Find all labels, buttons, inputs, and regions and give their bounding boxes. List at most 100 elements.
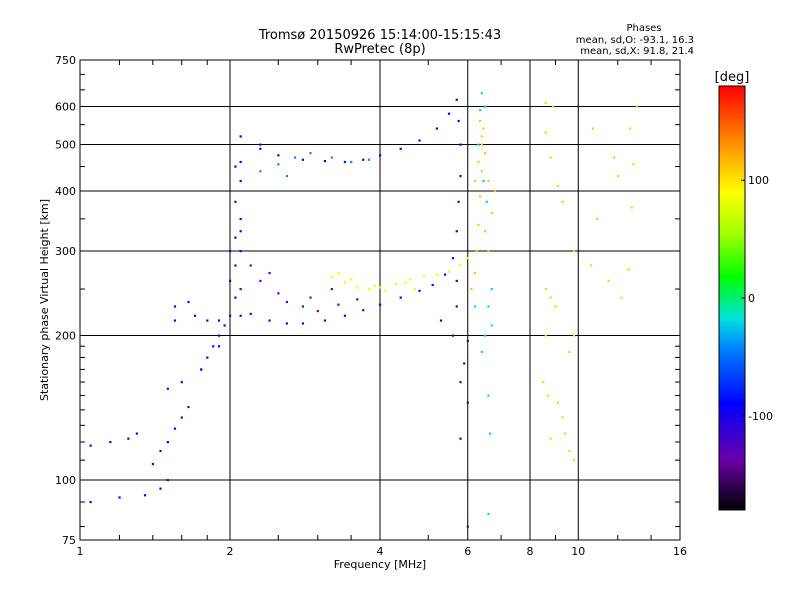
data-point	[293, 156, 297, 159]
data-point	[549, 437, 552, 440]
data-point	[330, 275, 333, 279]
data-point	[239, 179, 242, 183]
data-point	[480, 143, 483, 146]
data-point	[439, 319, 443, 322]
data-point	[607, 279, 610, 283]
x-tick-label: 1	[77, 545, 84, 558]
data-point	[234, 296, 237, 299]
data-point	[259, 143, 262, 146]
data-point	[422, 275, 426, 278]
x-tick-label: 8	[527, 545, 534, 558]
data-point	[350, 278, 353, 281]
data-point	[323, 319, 327, 322]
scatter-points	[89, 92, 638, 528]
data-point	[89, 444, 92, 447]
data-point	[259, 170, 262, 173]
data-point	[89, 500, 92, 504]
data-point	[568, 449, 571, 453]
data-point	[477, 143, 480, 146]
data-point	[277, 163, 280, 166]
data-point	[379, 303, 382, 306]
data-point	[630, 206, 633, 209]
data-point	[409, 278, 412, 281]
data-point	[487, 305, 490, 308]
data-point	[239, 135, 242, 138]
data-point	[484, 230, 487, 233]
data-point	[493, 190, 497, 193]
tick-labels: 1 2 4 6 8 10 16 75 100 200 300 400 500 600 750	[55, 54, 687, 558]
data-point	[206, 319, 209, 322]
data-point	[173, 427, 177, 430]
data-point	[229, 250, 232, 253]
data-point	[217, 345, 221, 348]
data-point	[480, 92, 483, 95]
data-point	[367, 288, 371, 291]
data-point	[356, 286, 359, 289]
data-point	[473, 179, 477, 183]
data-point	[561, 200, 564, 203]
stats-line-2: mean, sd,X: 91.8, 21.4	[580, 46, 694, 57]
data-point	[455, 98, 458, 101]
data-point	[482, 179, 485, 183]
x-axis-label: Frequency [MHz]	[334, 558, 426, 571]
data-point	[556, 401, 560, 404]
data-point	[212, 345, 215, 348]
data-point	[477, 160, 480, 164]
data-point	[466, 525, 469, 528]
chart-title: Tromsø 20150926 15:14:00-15:15:43	[258, 28, 501, 43]
data-point	[343, 314, 347, 317]
data-point	[635, 105, 638, 108]
data-point	[239, 160, 242, 164]
data-point	[135, 432, 138, 435]
data-point	[447, 270, 451, 273]
data-point	[466, 339, 469, 343]
colorbar-tick-label: -100	[748, 410, 773, 423]
data-point	[249, 312, 252, 315]
data-point	[239, 250, 242, 253]
data-point	[466, 257, 469, 260]
data-point	[473, 271, 477, 275]
data-point	[229, 279, 232, 283]
data-point	[109, 441, 112, 444]
data-point	[217, 334, 221, 337]
data-point	[239, 230, 242, 233]
data-point	[463, 362, 466, 365]
data-point	[627, 268, 630, 271]
data-point	[451, 334, 455, 337]
data-point	[549, 296, 552, 299]
data-point	[268, 319, 271, 322]
data-point	[568, 350, 571, 353]
data-point	[480, 135, 483, 138]
data-point	[620, 296, 623, 299]
data-point	[490, 324, 493, 327]
data-point	[166, 387, 169, 390]
data-point	[475, 250, 478, 253]
data-point	[277, 154, 280, 157]
data-point	[451, 257, 455, 260]
data-point	[457, 119, 460, 123]
data-point	[554, 305, 557, 308]
data-point	[143, 494, 147, 497]
y-tick-label: 200	[55, 330, 76, 343]
data-point	[356, 298, 359, 301]
y-axis-label: Stationary phase Virtual Height [km]	[38, 199, 51, 401]
data-point	[193, 314, 197, 317]
data-point	[301, 322, 305, 325]
data-point	[485, 200, 488, 203]
data-point	[301, 158, 305, 161]
x-tick-label: 2	[227, 545, 234, 558]
data-point	[595, 217, 599, 221]
data-point	[337, 303, 340, 306]
data-point	[479, 119, 482, 123]
data-point	[285, 300, 288, 304]
stats-heading: Phases	[626, 23, 661, 34]
data-point	[234, 264, 237, 267]
data-point	[457, 200, 460, 203]
data-point	[431, 283, 434, 287]
data-point	[166, 479, 169, 482]
data-point	[187, 405, 190, 409]
data-point	[187, 300, 190, 304]
data-point	[435, 273, 438, 276]
data-point	[544, 334, 547, 337]
data-point	[285, 174, 288, 178]
